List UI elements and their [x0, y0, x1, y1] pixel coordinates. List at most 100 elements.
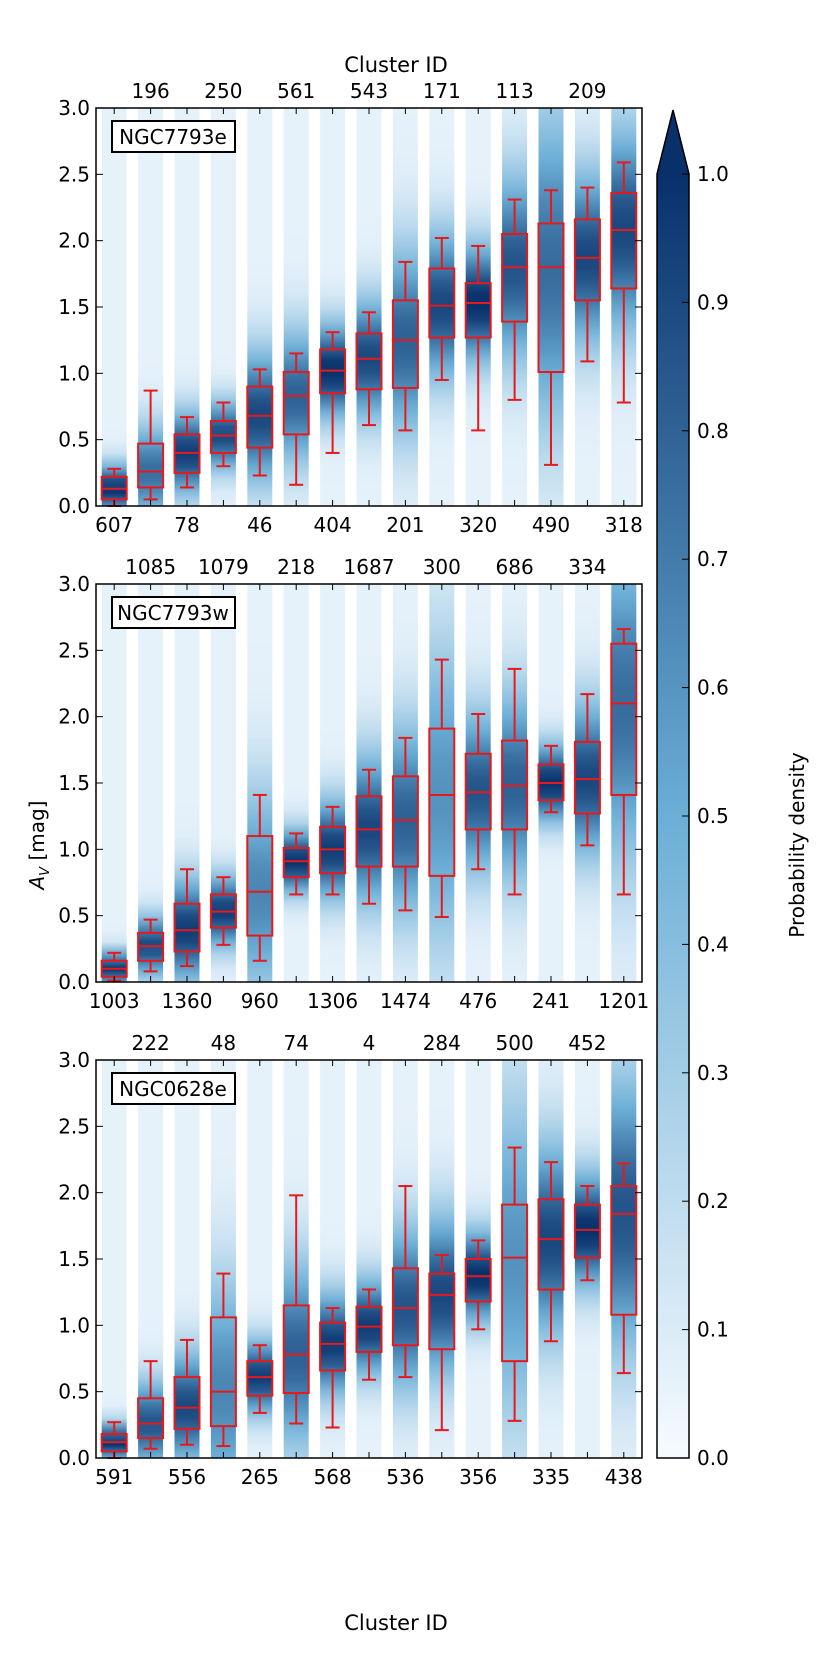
panel-ngc0628e: 0.0 0.5 1.0 1.5 2.0 2.5 3.0 591 556 265 568 536 356 3…	[58, 1031, 643, 1489]
box-iqr	[137, 1397, 165, 1440]
density-strip	[356, 1060, 382, 1458]
y-tick-label: 0.5	[58, 428, 90, 452]
density-strip	[101, 108, 127, 506]
density-strip	[138, 108, 164, 506]
box-iqr	[537, 1198, 565, 1291]
y-tick-label: 1.5	[58, 1247, 90, 1271]
density-columns	[101, 108, 637, 506]
box-plots	[100, 161, 638, 507]
cluster-id-bottom: 438	[605, 1465, 643, 1489]
box-iqr	[246, 1360, 274, 1397]
cluster-id-top: 171	[423, 79, 461, 103]
box-iqr	[355, 795, 383, 868]
density-strip	[392, 584, 418, 982]
cluster-id-top: 209	[568, 79, 606, 103]
cluster-id-top: 218	[277, 555, 315, 579]
colorbar-label: Probability density	[785, 752, 809, 938]
galaxy-label-box: NGC7793w	[111, 596, 236, 629]
density-strip	[502, 584, 528, 982]
box-iqr	[428, 1272, 456, 1351]
box-iqr	[391, 299, 419, 389]
top-axis-title: Cluster ID	[344, 53, 448, 77]
y-tick-label: 2.0	[58, 705, 90, 729]
cluster-id-top: 300	[423, 555, 461, 579]
colorbar-tick-label: 1.0	[697, 162, 729, 186]
density-strip	[174, 108, 200, 506]
box-iqr	[137, 442, 165, 489]
colorbar-tick-label: 0.7	[697, 547, 729, 571]
cluster-id-bottom: 201	[386, 513, 424, 537]
cluster-id-top: 4	[363, 1031, 376, 1055]
y-tick-label: 2.0	[58, 229, 90, 253]
colorbar-tick-label: 0.2	[697, 1189, 729, 1213]
box-iqr	[391, 1267, 419, 1347]
colorbar-tick-label: 0.4	[697, 932, 729, 956]
galaxy-label-box: NGC0628e	[111, 1072, 236, 1105]
density-strip	[210, 584, 236, 982]
density-strip	[574, 584, 600, 982]
box-plots	[100, 1146, 638, 1459]
box-iqr	[464, 282, 492, 339]
panel-ngc7793w: 0.0 0.5 1.0 1.5 2.0 2.5 3.0 1003 1360 960 1306 1474…	[58, 555, 649, 1013]
y-tick-label: 0.5	[58, 1380, 90, 1404]
y-tick-label: 3.0	[58, 572, 90, 596]
box-iqr	[573, 1203, 601, 1259]
density-strip	[392, 108, 418, 506]
y-tick-label: 1.0	[58, 1313, 90, 1337]
cluster-id-top: 561	[277, 79, 315, 103]
y-tick-label: 3.0	[58, 1048, 90, 1072]
cluster-id-bottom: 78	[174, 513, 199, 537]
box-iqr	[282, 1304, 310, 1394]
density-strip	[283, 584, 309, 982]
y-tick-label: 1.0	[58, 361, 90, 385]
cluster-id-bottom: 241	[532, 989, 570, 1013]
density-strip	[611, 584, 637, 982]
cluster-id-bottom: 960	[241, 989, 279, 1013]
density-strip	[101, 584, 127, 982]
cluster-id-bottom: 1360	[162, 989, 213, 1013]
galaxy-label-box: NGC7793e	[111, 120, 236, 153]
colorbar: 0.0 0.1 0.2 0.3 0.4 0.5 0.6 0.7 0.8 0.9 1.0 Probab…	[656, 109, 809, 1470]
panel-axes: 0.0 0.5 1.0 1.5 2.0 2.5 3.0 591 556 265 568 536 356 3…	[58, 1031, 643, 1489]
cluster-id-top: 284	[423, 1031, 461, 1055]
box-iqr	[355, 1305, 383, 1353]
cluster-id-bottom: 490	[532, 513, 570, 537]
box-iqr	[391, 775, 419, 868]
y-tick-label: 2.0	[58, 1181, 90, 1205]
density-columns	[101, 1060, 637, 1458]
colorbar-tick-label: 0.6	[697, 676, 729, 700]
cluster-id-bottom: 1003	[89, 989, 140, 1013]
cluster-id-bottom: 356	[459, 1465, 497, 1489]
box-iqr	[355, 332, 383, 391]
density-strip	[247, 1060, 273, 1458]
panel-axes: 0.0 0.5 1.0 1.5 2.0 2.5 3.0 607 78 46 404 201 320 490…	[58, 79, 643, 537]
y-axis-label-main: A	[25, 876, 49, 892]
colorbar-tick-label: 0.8	[697, 419, 729, 443]
y-tick-label: 0.0	[58, 1446, 90, 1470]
box-iqr	[573, 740, 601, 815]
galaxy-label: NGC0628e	[119, 1077, 227, 1101]
box-iqr	[501, 1203, 529, 1363]
box-iqr	[537, 222, 565, 374]
box-iqr	[610, 642, 638, 796]
cluster-id-bottom: 318	[605, 513, 643, 537]
density-strip	[138, 584, 164, 982]
box-iqr	[282, 371, 310, 436]
box-plots	[100, 628, 638, 982]
galaxy-label-frame	[111, 120, 236, 153]
y-axis-label: AV [mag]	[25, 801, 53, 892]
cluster-id-top: 222	[132, 1031, 170, 1055]
y-tick-label: 3.0	[58, 96, 90, 120]
density-strip	[210, 1060, 236, 1458]
cluster-id-top: 48	[211, 1031, 236, 1055]
cluster-id-top: 74	[283, 1031, 308, 1055]
cluster-id-top: 1085	[125, 555, 176, 579]
cluster-id-top: 543	[350, 79, 388, 103]
density-columns	[101, 584, 637, 982]
box-iqr	[173, 1376, 201, 1430]
cluster-id-bottom: 404	[314, 513, 352, 537]
y-axis-label-unit: [mag]	[25, 801, 49, 867]
density-strip	[174, 1060, 200, 1458]
cluster-id-top: 500	[496, 1031, 534, 1055]
